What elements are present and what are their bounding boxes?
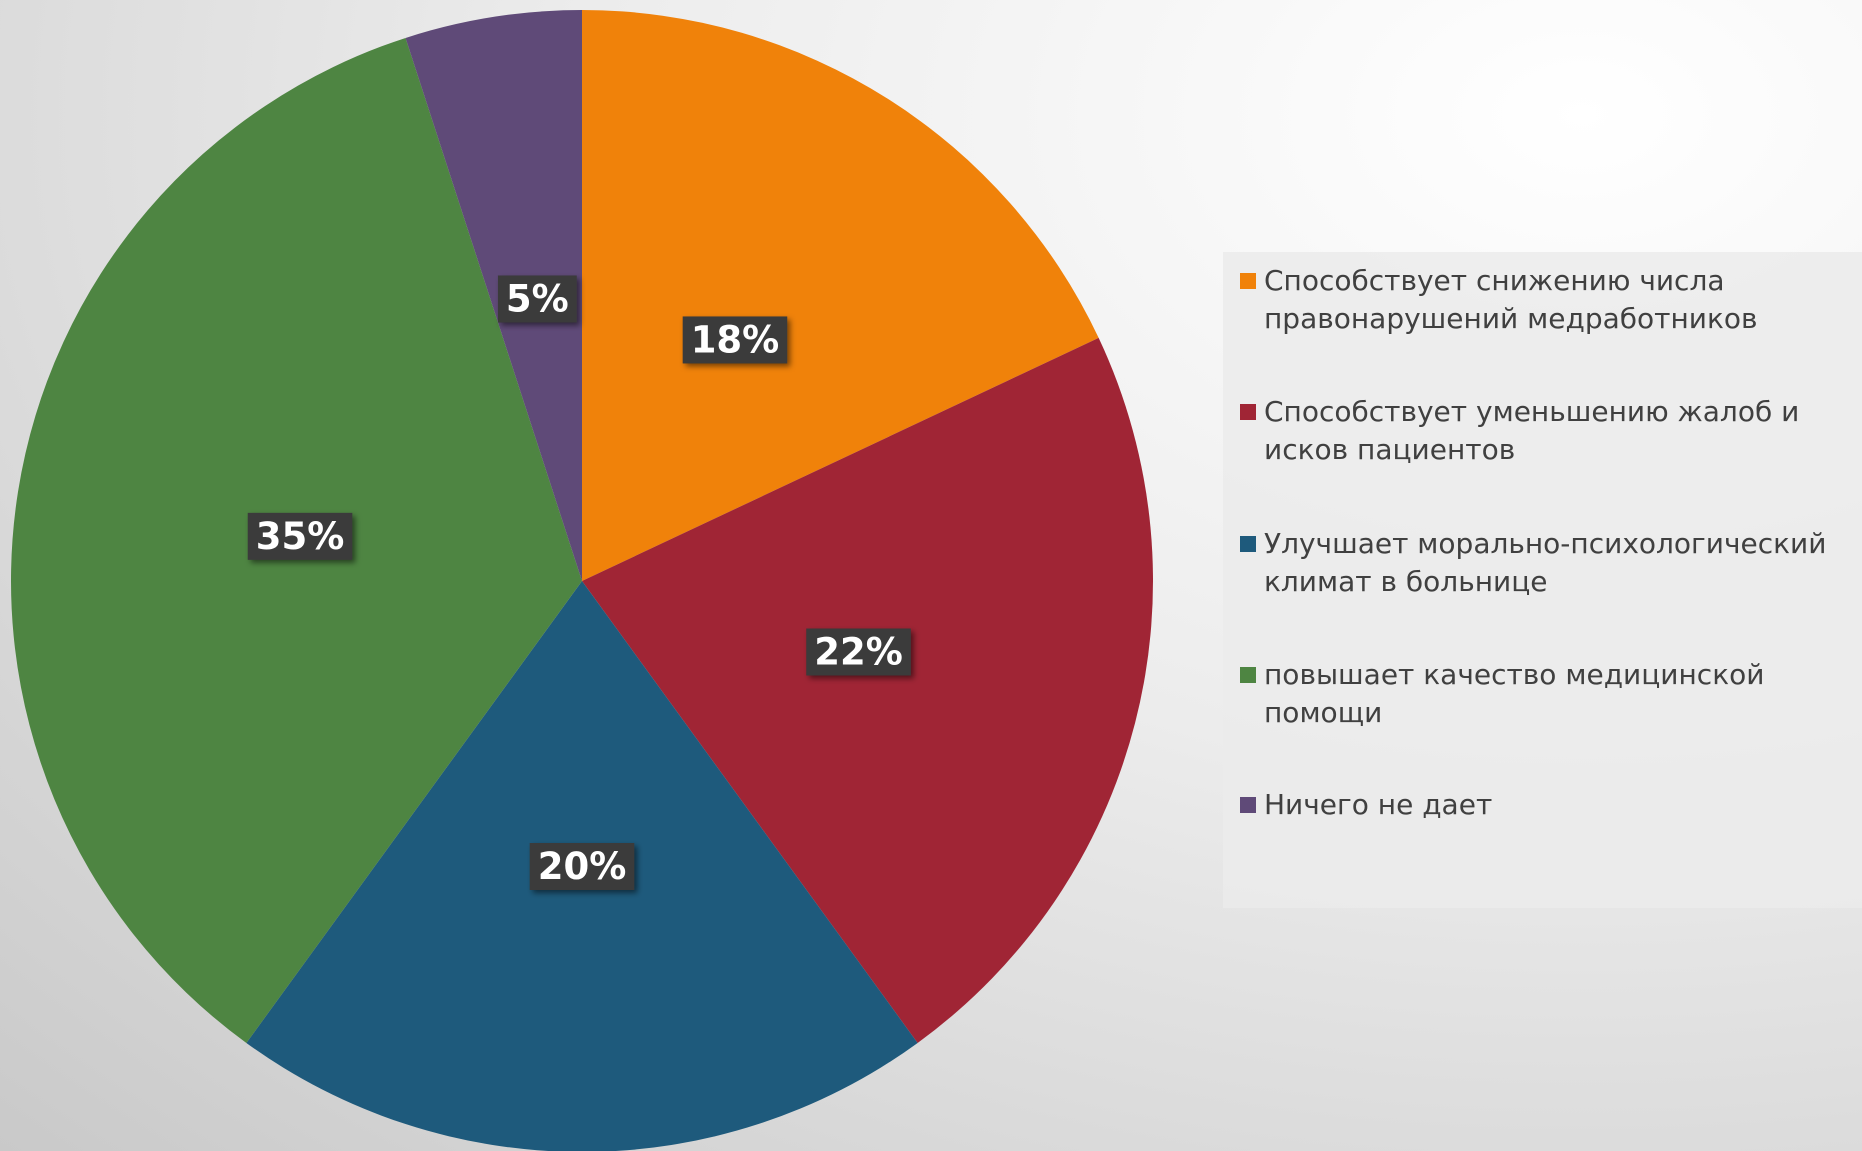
pie-slice bbox=[405, 10, 582, 581]
data-label-box bbox=[497, 275, 577, 323]
data-label-text: 35% bbox=[256, 515, 345, 558]
legend-label: повышает качество медицинской помощи bbox=[1264, 658, 1765, 729]
data-label-box bbox=[682, 316, 788, 364]
legend-swatch bbox=[1240, 536, 1256, 552]
legend-entry: повышает качество медицинской помощи bbox=[1240, 656, 1850, 732]
data-label-box bbox=[529, 843, 635, 890]
legend: Способствует снижению числа правонарушен… bbox=[1223, 252, 1862, 908]
data-label: 22% bbox=[806, 628, 911, 676]
legend-label: Улучшает морально-психологический климат… bbox=[1264, 527, 1827, 598]
data-label: 5% bbox=[497, 275, 577, 323]
data-label-box bbox=[247, 512, 353, 560]
data-label-text: 5% bbox=[506, 278, 569, 321]
data-label: 18% bbox=[682, 316, 788, 364]
legend-entry: Способствует уменьшению жалоб и исков па… bbox=[1240, 393, 1850, 469]
legend-entry: Улучшает морально-психологический климат… bbox=[1240, 525, 1850, 601]
data-label-text: 22% bbox=[814, 631, 903, 674]
legend-label: Ничего не дает bbox=[1264, 788, 1493, 821]
legend-entry: Ничего не дает bbox=[1240, 786, 1850, 824]
legend-swatch bbox=[1240, 404, 1256, 420]
legend-label: Способствует уменьшению жалоб и исков па… bbox=[1264, 395, 1800, 466]
pie-slice bbox=[582, 10, 1099, 581]
legend-swatch bbox=[1240, 273, 1256, 289]
data-label: 35% bbox=[247, 512, 353, 560]
legend-label: Способствует снижению числа правонарушен… bbox=[1264, 264, 1758, 335]
data-label-text: 20% bbox=[538, 845, 627, 888]
data-label-box bbox=[806, 628, 911, 676]
data-label-text: 18% bbox=[691, 318, 780, 361]
pie-slice bbox=[582, 337, 1153, 1043]
legend-swatch bbox=[1240, 667, 1256, 683]
legend-entry: Способствует снижению числа правонарушен… bbox=[1240, 262, 1850, 338]
data-label: 20% bbox=[529, 843, 635, 890]
legend-swatch bbox=[1240, 797, 1256, 813]
